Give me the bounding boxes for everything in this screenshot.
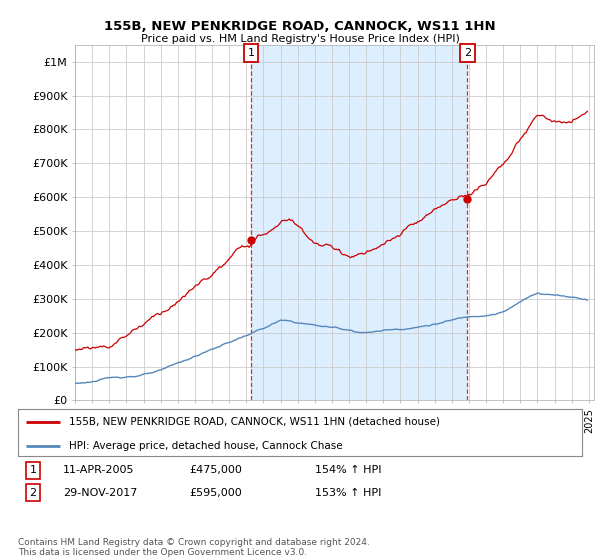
Text: 154% ↑ HPI: 154% ↑ HPI xyxy=(315,465,382,475)
Text: 155B, NEW PENKRIDGE ROAD, CANNOCK, WS11 1HN (detached house): 155B, NEW PENKRIDGE ROAD, CANNOCK, WS11 … xyxy=(69,417,440,427)
Text: £595,000: £595,000 xyxy=(189,488,242,498)
Text: HPI: Average price, detached house, Cannock Chase: HPI: Average price, detached house, Cann… xyxy=(69,441,343,451)
Text: 1: 1 xyxy=(247,48,254,58)
Text: 29-NOV-2017: 29-NOV-2017 xyxy=(63,488,137,498)
Text: 155B, NEW PENKRIDGE ROAD, CANNOCK, WS11 1HN: 155B, NEW PENKRIDGE ROAD, CANNOCK, WS11 … xyxy=(104,20,496,33)
Text: 153% ↑ HPI: 153% ↑ HPI xyxy=(315,488,382,498)
Text: 1: 1 xyxy=(29,465,37,475)
Text: 2: 2 xyxy=(29,488,37,498)
Text: Price paid vs. HM Land Registry's House Price Index (HPI): Price paid vs. HM Land Registry's House … xyxy=(140,34,460,44)
Text: 11-APR-2005: 11-APR-2005 xyxy=(63,465,134,475)
Bar xyxy=(251,45,467,400)
Text: 2: 2 xyxy=(464,48,471,58)
Text: Contains HM Land Registry data © Crown copyright and database right 2024.
This d: Contains HM Land Registry data © Crown c… xyxy=(18,538,370,557)
Text: £475,000: £475,000 xyxy=(189,465,242,475)
